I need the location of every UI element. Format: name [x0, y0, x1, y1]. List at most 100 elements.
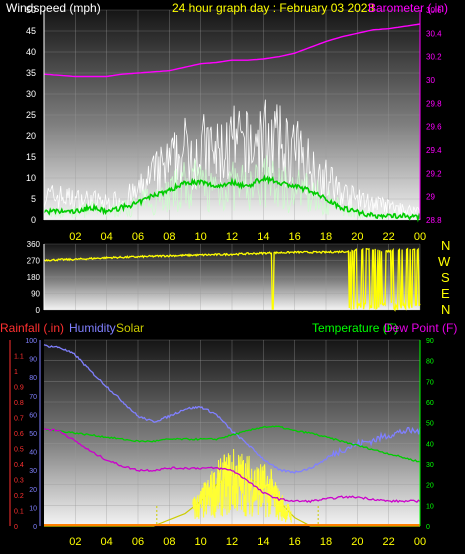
- barometer-ytick: 29.8: [426, 99, 442, 108]
- temperature-label: Temperature (F): [312, 321, 398, 335]
- temperature-ytick: 40: [426, 441, 434, 448]
- rainfall-ytick: 0.2: [14, 493, 24, 500]
- humidity-ytick: 60: [29, 412, 37, 419]
- wind-ytick: 0: [31, 215, 36, 225]
- compass-letter-e: E: [441, 286, 450, 301]
- wind-xtick: 16: [289, 231, 301, 243]
- humidity-ytick: 20: [29, 487, 37, 494]
- humidity-ytick: 40: [29, 450, 37, 457]
- humidity-ytick: 10: [29, 505, 37, 512]
- rainfall-ytick: 0.4: [14, 462, 24, 469]
- dewpoint-line: [43, 428, 421, 504]
- wind-xtick: 04: [101, 231, 113, 243]
- wind-ytick: 5: [31, 194, 36, 204]
- temperature-ytick: 20: [426, 483, 434, 490]
- wind-xtick: 00: [414, 231, 426, 243]
- humidity-ytick: 90: [29, 357, 37, 364]
- rainfall-ytick: 0.9: [14, 385, 24, 392]
- chart-title: 24 hour graph day : February 03 2023: [172, 1, 374, 15]
- humidity-ytick: 0: [33, 524, 37, 531]
- temperature-ytick: 70: [426, 379, 434, 386]
- wind-series: [43, 23, 421, 223]
- climate-xtick: 04: [101, 536, 113, 548]
- barometer-label: Barometer (.in): [368, 1, 448, 15]
- direction-ytick: 360: [27, 240, 41, 249]
- climate-xtick: 10: [195, 536, 207, 548]
- barometer-ytick: 29.2: [426, 169, 442, 178]
- humidity-ytick: 100: [25, 338, 37, 345]
- wind-ytick: 25: [26, 110, 36, 120]
- barometer-ytick: 29.4: [426, 146, 442, 155]
- rainfall-ytick: 1.1: [14, 354, 24, 361]
- wind-grid: [44, 9, 421, 221]
- direction-ytick: 0: [36, 306, 41, 315]
- climate-xtick: 08: [163, 536, 175, 548]
- humidity-ytick: 80: [29, 375, 37, 382]
- wind-xtick: 08: [163, 231, 175, 243]
- direction-series: [43, 247, 421, 312]
- climate-series: [43, 344, 421, 527]
- wind-speed-line: [43, 155, 421, 221]
- climate-axes: 0 0.1 0.2 0.3 0.4 0.5 0.6 0.7 0.8 0.9 1 1.1 0 10 20 30 4…: [9, 338, 434, 548]
- wind-xtick: 20: [351, 231, 363, 243]
- wind-speed-label: Windspeed (mph): [6, 1, 101, 15]
- climate-xtick: 18: [320, 536, 332, 548]
- rainfall-ytick: 0.8: [14, 400, 24, 407]
- temperature-ytick: 30: [426, 462, 434, 469]
- barometer-line: [43, 23, 421, 78]
- rainfall-ytick: 0.6: [14, 431, 24, 438]
- wind-ytick: 45: [26, 26, 36, 36]
- solar-label: Solar: [116, 321, 144, 335]
- climate-xtick: 02: [69, 536, 81, 548]
- barometer-ytick: 28.8: [426, 216, 442, 225]
- rainfall-ytick: 0.7: [14, 416, 24, 423]
- rainfall-ytick: 0.5: [14, 447, 24, 454]
- climate-xtick: 20: [351, 536, 363, 548]
- temperature-ytick: 60: [426, 400, 434, 407]
- wind-ytick: 40: [26, 47, 36, 57]
- humidity-ytick: 30: [29, 468, 37, 475]
- wind-xtick: 12: [226, 231, 238, 243]
- wind-xtick: 22: [383, 231, 395, 243]
- wind-panel: 0 5 10 15 20 25 30 35 40 45 50 28.8 29 29.2 29.4 29.6 29…: [6, 1, 448, 243]
- compass-letter-n: N: [441, 302, 450, 317]
- wind-xtick: 14: [257, 231, 269, 243]
- compass-letter-n: N: [441, 238, 450, 253]
- wind-direction-line: [43, 247, 421, 312]
- wind-xtick: 18: [320, 231, 332, 243]
- dewpoint-label: Dew Point (F): [384, 321, 457, 335]
- wind-ytick: 35: [26, 68, 36, 78]
- climate-xtick: 16: [289, 536, 301, 548]
- temperature-ytick: 80: [426, 359, 434, 366]
- rainfall-ytick: 1: [14, 369, 18, 376]
- climate-xtick: 00: [414, 536, 426, 548]
- wind-axes: 0 5 10 15 20 25 30 35 40 45 50 28.8 29 29.2 29.4 29.6 29…: [26, 5, 442, 243]
- wind-xtick: 02: [69, 231, 81, 243]
- direction-axes: 0 90 180 270 360: [27, 240, 45, 315]
- barometer-ytick: 29.6: [426, 123, 442, 132]
- wind-ytick: 30: [26, 89, 36, 99]
- direction-ytick: 270: [27, 257, 41, 266]
- barometer-ytick: 30.2: [426, 53, 442, 62]
- humidity-ytick: 70: [29, 394, 37, 401]
- solar-trace-line: [192, 448, 292, 523]
- rainfall-ytick: 0: [14, 524, 18, 531]
- wind-gust-line: [43, 99, 421, 217]
- barometer-ytick: 30.6: [426, 6, 442, 15]
- wind-xtick: 10: [195, 231, 207, 243]
- barometer-ytick: 30.4: [426, 29, 442, 38]
- wind-ytick: 10: [26, 173, 36, 183]
- temperature-line: [43, 425, 421, 463]
- wind-ytick: 15: [26, 152, 36, 162]
- temperature-ytick: 10: [426, 503, 434, 510]
- barometer-ytick: 30: [426, 76, 435, 85]
- humidity-ytick: 50: [29, 431, 37, 438]
- temperature-ytick: 90: [426, 338, 434, 345]
- wind-ytick: 20: [26, 131, 36, 141]
- rainfall-ytick: 0.1: [14, 509, 24, 516]
- climate-xtick: 12: [226, 536, 238, 548]
- compass-letter-w: W: [438, 254, 451, 269]
